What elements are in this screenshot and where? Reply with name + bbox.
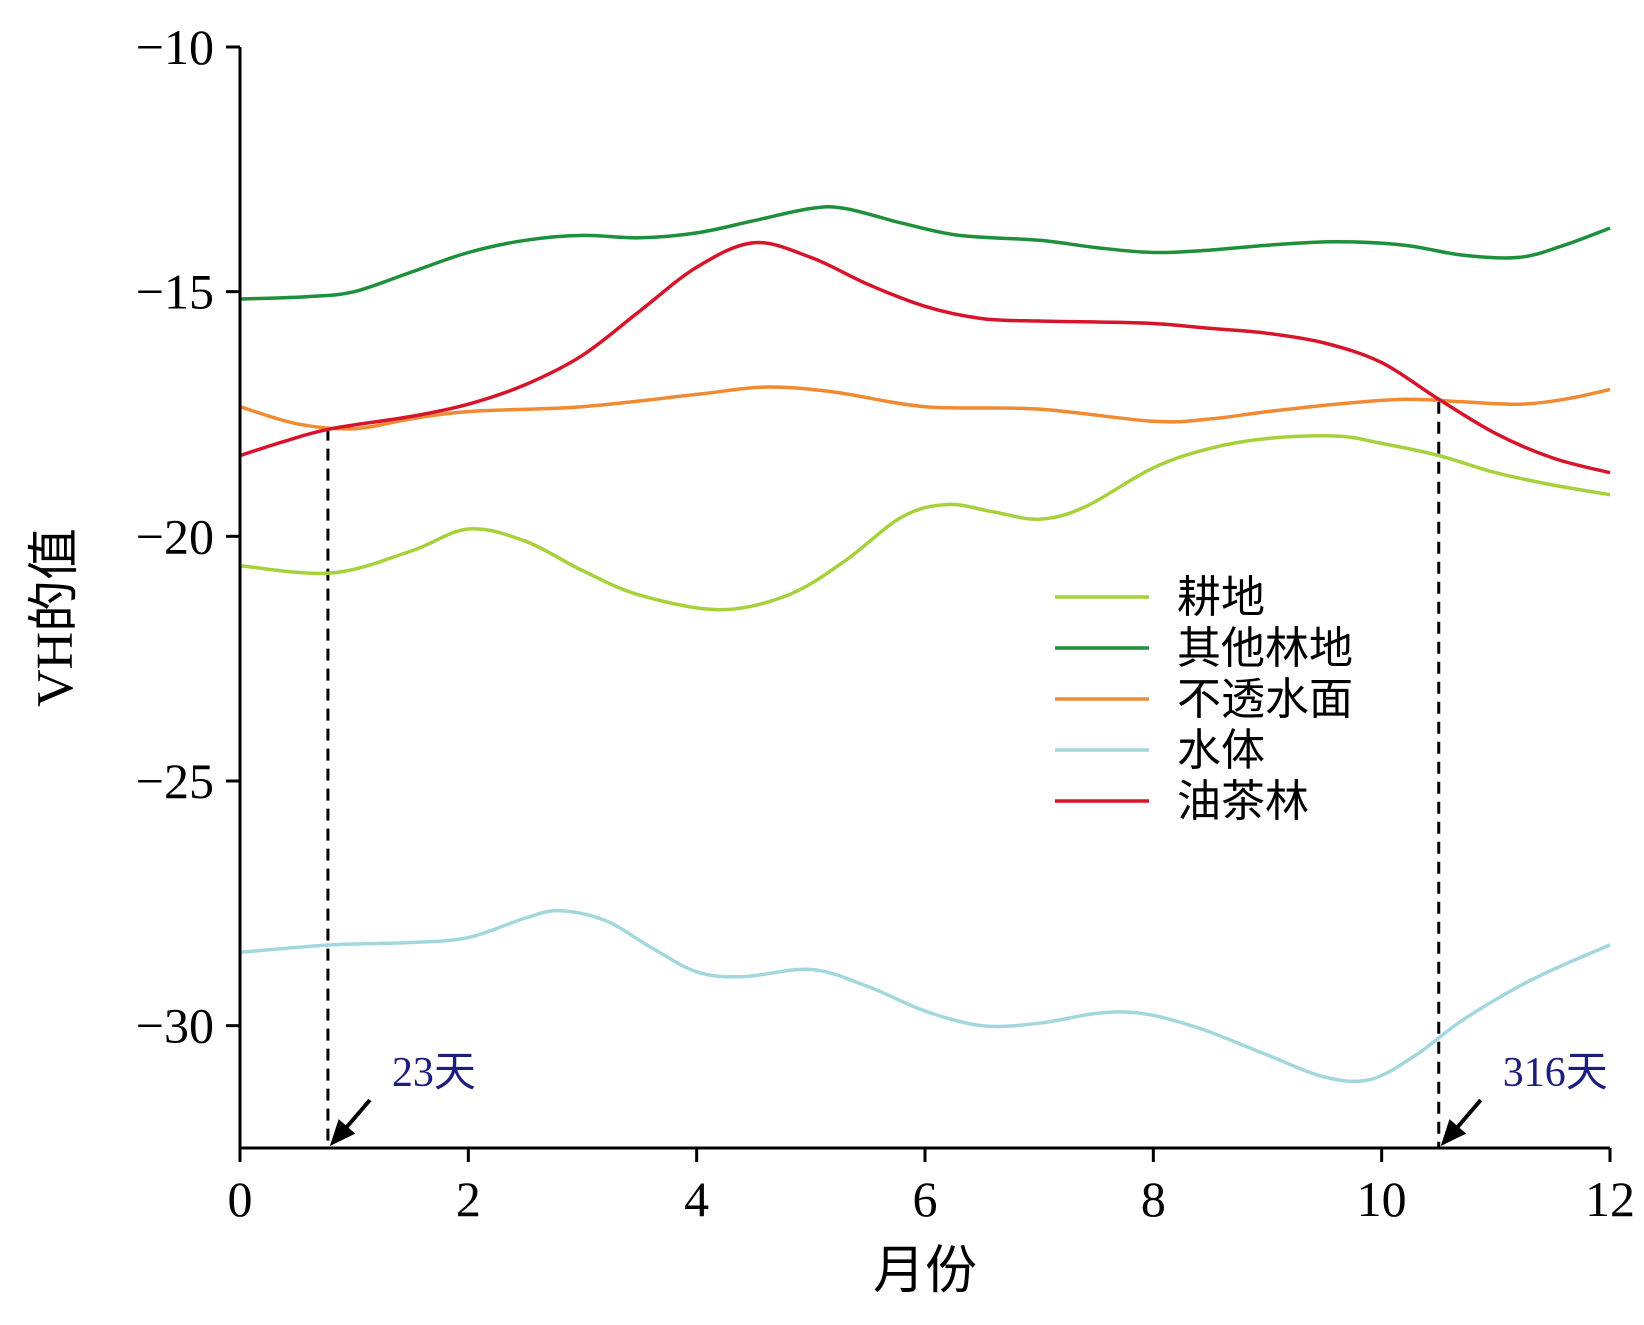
legend-item-label: 不透水面 [1177, 675, 1353, 724]
y-tick-label: −20 [136, 508, 214, 564]
x-tick-label: 6 [913, 1171, 938, 1227]
x-axis-label: 月份 [873, 1243, 977, 1300]
y-axis-label: VH的值 [27, 528, 84, 707]
annotation-label: 23天 [392, 1050, 476, 1096]
legend-item-label: 油茶林 [1177, 777, 1309, 826]
legend-item-label: 其他林地 [1177, 624, 1353, 673]
annotation-arrow-head [1440, 1119, 1467, 1146]
x-tick-label: 0 [228, 1171, 253, 1227]
x-tick-label: 10 [1357, 1171, 1407, 1227]
x-tick-label: 8 [1141, 1171, 1166, 1227]
y-tick-label: −30 [136, 998, 214, 1054]
annotation-label: 316天 [1503, 1050, 1608, 1096]
y-ticks: −10 −15 −20 −25 −30 [136, 19, 240, 1054]
series-line [239, 434, 1611, 612]
x-ticks: 0 2 4 6 8 10 12 [228, 1148, 1635, 1227]
legend-item-label: 水体 [1177, 726, 1265, 775]
series-line [239, 385, 1611, 431]
series-line [239, 908, 1611, 1084]
y-tick-label: −15 [136, 264, 214, 320]
series-lines [239, 205, 1611, 1084]
y-tick-label: −10 [136, 19, 214, 75]
legend-item-label: 耕地 [1177, 573, 1265, 622]
series-line [239, 240, 1611, 475]
x-tick-label: 2 [456, 1171, 481, 1227]
y-tick-label: −25 [136, 753, 214, 809]
annotation-arrow-head [329, 1119, 356, 1146]
series-line [239, 205, 1611, 301]
axes: 0 2 4 6 8 10 12 −10 −15 −20 −25 −30 月份 VH的值 [27, 19, 1635, 1300]
x-tick-label: 4 [684, 1171, 709, 1227]
annotations: 23天 316天 [326, 401, 1608, 1148]
x-tick-label: 12 [1585, 1171, 1635, 1227]
